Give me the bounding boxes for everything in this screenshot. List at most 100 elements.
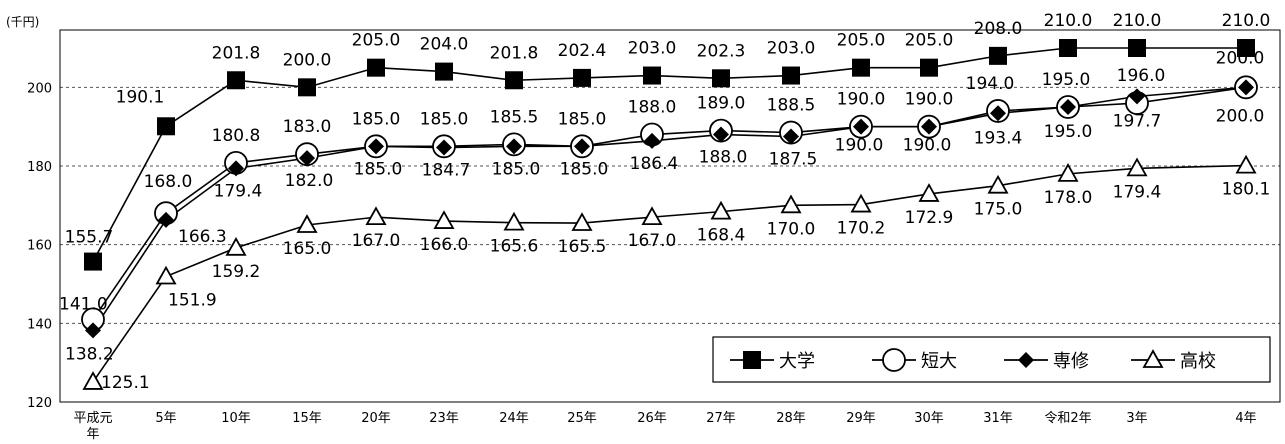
series-point — [436, 139, 452, 156]
series-point — [918, 183, 940, 202]
legend-marker — [882, 348, 906, 372]
data-label: 167.0 — [352, 231, 401, 251]
series-point — [850, 193, 872, 213]
x-tick-label: 10年 — [221, 411, 251, 426]
series-point — [853, 118, 869, 135]
series-point — [852, 58, 870, 77]
y-axis-ticks: 120 140 160 180 200 — [27, 81, 52, 411]
series-point — [644, 132, 660, 149]
x-tick-label: 28年 — [776, 411, 806, 426]
data-label: 165.5 — [558, 237, 607, 257]
data-label: 190.0 — [837, 90, 886, 110]
data-label: 182.0 — [285, 171, 334, 191]
data-label: 125.1 — [101, 373, 150, 393]
series-point — [782, 66, 800, 85]
legend-marker — [743, 351, 761, 369]
data-label: 179.4 — [1113, 182, 1162, 202]
data-label: 180.8 — [212, 126, 261, 146]
series-point — [571, 212, 593, 231]
data-label: 200.0 — [283, 50, 332, 70]
series-point — [1057, 163, 1079, 182]
series-point — [435, 62, 453, 81]
series-point — [990, 105, 1006, 122]
data-label: 197.7 — [1113, 111, 1162, 131]
x-tick-label: 29年 — [846, 411, 876, 426]
legend-marker — [1142, 349, 1164, 368]
data-labels: 155.7 190.1 201.8 200.0 205.0 204.0 201.8 202.4… — [59, 11, 1270, 393]
grid-lines — [60, 86, 1280, 324]
data-label: 202.3 — [697, 41, 746, 61]
data-label: 168.0 — [144, 172, 193, 192]
data-label: 190.0 — [835, 136, 884, 156]
data-label: 155.7 — [65, 228, 114, 248]
data-label: 188.0 — [699, 148, 748, 168]
series-point — [1235, 154, 1257, 174]
series-point — [298, 78, 316, 97]
series-point — [82, 371, 104, 390]
data-label: 188.0 — [628, 98, 677, 118]
data-label: 159.2 — [212, 262, 261, 282]
series-point — [920, 58, 938, 77]
series-point — [713, 126, 729, 143]
x-tick-label: 27年 — [706, 411, 736, 426]
data-label: 190.0 — [905, 90, 954, 110]
x-tick-label: 30年 — [914, 411, 944, 426]
series-point — [368, 138, 384, 155]
series-point — [989, 46, 1007, 65]
data-label: 202.4 — [558, 41, 607, 61]
series-point — [158, 211, 174, 228]
data-label: 178.0 — [1044, 188, 1093, 208]
y-tick-label: 200 — [27, 81, 52, 96]
series-point — [296, 214, 318, 233]
data-label: 208.0 — [974, 19, 1023, 39]
legend-box — [712, 336, 1271, 383]
series-point — [365, 206, 387, 226]
series-point — [225, 236, 247, 256]
data-label: 210.0 — [1222, 11, 1271, 31]
x-tick-label: 31年 — [983, 411, 1013, 426]
x-tick-label: 15年 — [292, 411, 322, 426]
series-point — [299, 150, 315, 167]
data-label: 167.0 — [628, 231, 677, 251]
x-tick-label: 23年 — [429, 411, 459, 426]
data-label: 185.0 — [558, 109, 607, 129]
data-label: 204.0 — [420, 35, 469, 55]
y-unit-label: (千円) — [6, 15, 39, 29]
data-label: 210.0 — [1113, 11, 1162, 31]
legend-marker — [1018, 352, 1034, 368]
data-label: 205.0 — [352, 31, 401, 51]
data-label: 187.5 — [769, 150, 818, 170]
data-label: 201.8 — [212, 43, 261, 63]
data-label: 141.0 — [59, 294, 108, 314]
series-point — [1126, 157, 1148, 177]
data-label: 190.1 — [116, 87, 165, 107]
x-tick-label: 26年 — [637, 411, 667, 426]
series-point — [1238, 79, 1254, 96]
x-tick-label: 令和2年 — [1044, 411, 1091, 426]
series-point — [227, 71, 245, 90]
data-label: 200.0 — [1216, 106, 1265, 126]
series-point — [1128, 39, 1146, 57]
data-label: 194.0 — [966, 74, 1015, 94]
data-label: 185.0 — [352, 109, 401, 129]
data-label: 185.0 — [560, 159, 609, 179]
series-point — [503, 211, 525, 231]
data-label: 170.0 — [767, 219, 816, 239]
legend-label: 高校 — [1180, 351, 1216, 372]
x-tick-label: 年 — [86, 427, 99, 442]
series-point — [783, 128, 799, 145]
series-point — [921, 118, 937, 135]
y-tick-label: 140 — [27, 317, 52, 332]
x-tick-label: 3年 — [1126, 411, 1147, 426]
x-tick-label: 4年 — [1235, 411, 1256, 426]
series-point — [780, 194, 802, 214]
series-point — [987, 174, 1009, 194]
series-layer — [81, 39, 1258, 390]
data-label: 179.4 — [214, 181, 263, 201]
data-label: 196.0 — [1117, 66, 1166, 86]
data-label: 203.0 — [767, 39, 816, 59]
series-point — [433, 210, 455, 229]
x-tick-label: 24年 — [499, 411, 529, 426]
data-label: 205.0 — [837, 31, 886, 51]
